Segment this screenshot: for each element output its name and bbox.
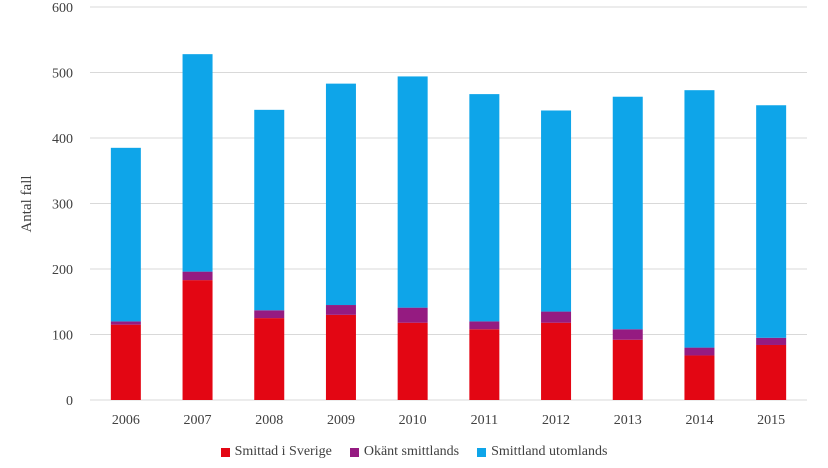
y-tick-label: 0 [66, 394, 73, 409]
bar-segment-okant-smittlands [325, 305, 356, 315]
bar-segment-smittland-utomlands [469, 94, 500, 322]
legend-swatch-blue [477, 447, 487, 457]
x-tick-label: 2012 [542, 413, 570, 428]
bar-segment-smittad-i-sverige [182, 280, 213, 400]
x-tick-labels: 2006 2007 2008 2009 2010 2011 2012 2013 2014 2015 [112, 413, 785, 428]
x-tick-label: 2015 [757, 413, 785, 428]
bar-series [110, 54, 787, 400]
legend-label: Smittad i Sverige [234, 444, 332, 459]
bar-segment-smittland-utomlands [756, 105, 787, 338]
legend-swatch-red [220, 447, 230, 457]
x-tick-label: 2014 [685, 413, 713, 428]
bar-segment-smittad-i-sverige [397, 322, 428, 400]
bar-segment-okant-smittlands [254, 310, 285, 319]
bar-segment-smittland-utomlands [325, 83, 356, 306]
legend-item-smittad-i-sverige: Smittad i Sverige [220, 444, 332, 460]
legend-label: Smittland utomlands [491, 444, 608, 459]
bar-segment-smittad-i-sverige [469, 329, 500, 400]
bar-segment-okant-smittlands [684, 347, 715, 356]
x-tick-label: 2007 [184, 413, 212, 428]
bar-segment-okant-smittlands [612, 329, 643, 340]
legend-item-okant-smittlands: Okänt smittlands [349, 444, 460, 460]
legend-swatch-purple [349, 447, 359, 457]
bar-segment-okant-smittlands [541, 311, 572, 323]
bar-segment-smittland-utomlands [110, 147, 141, 322]
x-tick-label: 2006 [112, 413, 140, 428]
x-tick-label: 2008 [255, 413, 283, 428]
bar-segment-smittland-utomlands [612, 96, 643, 330]
x-tick-label: 2010 [399, 413, 427, 428]
legend: Smittad i Sverige Okänt smittlands Smitt… [0, 444, 828, 460]
y-axis-label: Antal fall [19, 175, 35, 232]
bar-segment-smittland-utomlands [254, 109, 285, 311]
y-tick-label: 500 [52, 67, 73, 82]
bar-segment-smittad-i-sverige [254, 318, 285, 400]
y-tick-label: 300 [52, 198, 73, 213]
legend-item-smittland-utomlands: Smittland utomlands [477, 444, 607, 460]
y-tick-label: 200 [52, 263, 73, 278]
x-tick-label: 2011 [471, 413, 498, 428]
bar-segment-smittad-i-sverige [684, 355, 715, 400]
y-tick-labels: 0 100 200 300 400 500 600 [52, 1, 73, 409]
bar-segment-smittad-i-sverige [612, 339, 643, 400]
x-tick-label: 2009 [327, 413, 355, 428]
bar-segment-smittad-i-sverige [756, 344, 787, 400]
legend-label: Okänt smittlands [363, 444, 460, 459]
bar-segment-okant-smittlands [110, 321, 141, 325]
bar-segment-smittad-i-sverige [110, 324, 141, 400]
bar-segment-okant-smittlands [756, 337, 787, 345]
bar-segment-smittad-i-sverige [325, 314, 356, 400]
bar-segment-smittland-utomlands [541, 110, 572, 312]
bar-segment-okant-smittlands [182, 271, 213, 281]
y-tick-label: 600 [52, 1, 73, 16]
bar-segment-smittland-utomlands [684, 90, 715, 348]
x-tick-label: 2013 [614, 413, 642, 428]
stacked-bar-chart: 0 100 200 300 400 500 600 2006 2007 2008 2009 2010… [19, 1, 807, 428]
bar-segment-smittland-utomlands [182, 54, 213, 272]
bar-segment-smittland-utomlands [397, 76, 428, 308]
y-tick-label: 100 [52, 329, 73, 344]
bar-segment-okant-smittlands [469, 321, 500, 330]
bar-segment-smittad-i-sverige [541, 322, 572, 400]
y-tick-label: 400 [52, 132, 73, 147]
bar-segment-okant-smittlands [397, 307, 428, 323]
